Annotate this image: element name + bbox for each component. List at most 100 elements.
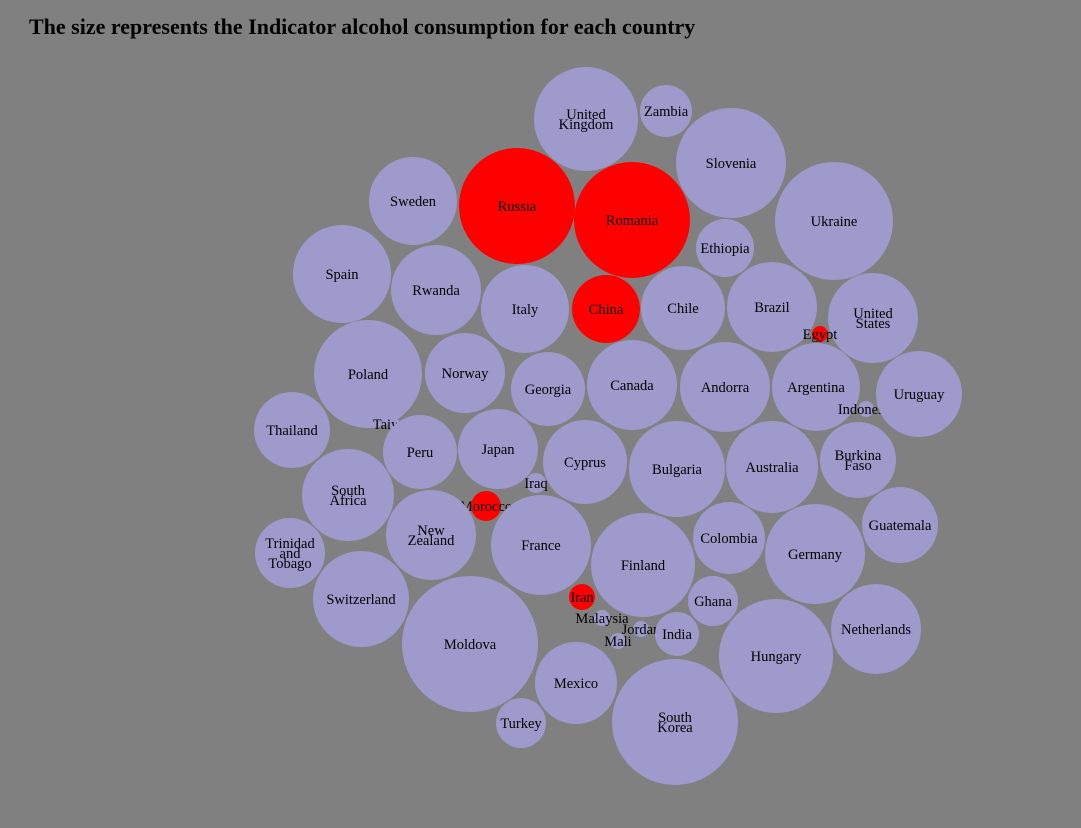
bubble-india[interactable]: India bbox=[655, 612, 699, 656]
bubble-japan[interactable]: Japan bbox=[458, 409, 538, 489]
bubble-circle-sweden[interactable] bbox=[369, 157, 457, 245]
bubble-spain[interactable]: Spain bbox=[293, 225, 391, 323]
bubble-circle-morocco[interactable] bbox=[471, 491, 501, 521]
bubble-circle-russia[interactable] bbox=[459, 148, 575, 264]
bubble-colombia[interactable]: Colombia bbox=[693, 502, 765, 574]
bubble-circle-moldova[interactable] bbox=[402, 576, 538, 712]
bubble-circle-netherlands[interactable] bbox=[831, 584, 921, 674]
bubble-circle-poland[interactable] bbox=[314, 320, 422, 428]
bubble-burkina-faso[interactable]: Burkina Faso bbox=[820, 422, 896, 498]
bubble-circle-burkina-faso[interactable] bbox=[820, 422, 896, 498]
bubble-circle-jordan[interactable] bbox=[633, 621, 649, 637]
bubble-circle-iraq[interactable] bbox=[526, 473, 546, 493]
bubble-germany[interactable]: Germany bbox=[765, 504, 865, 604]
bubble-circle-iran[interactable] bbox=[569, 584, 595, 610]
bubble-circle-italy[interactable] bbox=[481, 265, 569, 353]
bubble-circle-australia[interactable] bbox=[726, 421, 818, 513]
bubble-circle-uruguay[interactable] bbox=[876, 351, 962, 437]
bubble-italy[interactable]: Italy bbox=[481, 265, 569, 353]
bubble-circle-norway[interactable] bbox=[425, 333, 505, 413]
bubble-finland[interactable]: Finland bbox=[591, 513, 695, 617]
bubble-jordan[interactable]: Jordan bbox=[622, 621, 661, 638]
bubble-bulgaria[interactable]: Bulgaria bbox=[629, 421, 725, 517]
bubble-netherlands[interactable]: Netherlands bbox=[831, 584, 921, 674]
bubble-circle-mali[interactable] bbox=[610, 633, 626, 649]
bubble-rwanda[interactable]: Rwanda bbox=[391, 245, 481, 335]
bubble-ukraine[interactable]: Ukraine bbox=[775, 162, 893, 280]
bubble-brazil[interactable]: Brazil bbox=[727, 262, 817, 352]
bubble-iraq[interactable]: Iraq bbox=[524, 473, 548, 493]
bubble-ghana[interactable]: Ghana bbox=[688, 576, 738, 626]
bubble-circle-guatemala[interactable] bbox=[862, 487, 938, 563]
bubble-circle-trinidad-and-tobago[interactable] bbox=[255, 518, 325, 588]
bubble-circle-japan[interactable] bbox=[458, 409, 538, 489]
bubble-switzerland[interactable]: Switzerland bbox=[313, 551, 409, 647]
bubble-malaysia[interactable]: Malaysia bbox=[575, 610, 629, 627]
bubble-ethiopia[interactable]: Ethiopia bbox=[696, 219, 754, 277]
bubble-circle-south-korea[interactable] bbox=[612, 659, 738, 785]
bubble-andorra[interactable]: Andorra bbox=[680, 342, 770, 432]
bubble-russia[interactable]: Russia bbox=[459, 148, 575, 264]
bubble-circle-malaysia[interactable] bbox=[594, 610, 610, 626]
bubble-circle-indonesia[interactable] bbox=[858, 401, 874, 417]
bubble-circle-zambia[interactable] bbox=[640, 85, 692, 137]
bubble-canada[interactable]: Canada bbox=[587, 340, 677, 430]
bubble-circle-south-africa[interactable] bbox=[302, 449, 394, 541]
bubble-united-kingdom[interactable]: United Kingdom bbox=[534, 67, 638, 171]
bubble-iran[interactable]: Iran bbox=[569, 584, 595, 610]
bubble-circle-georgia[interactable] bbox=[511, 352, 585, 426]
bubble-circle-mexico[interactable] bbox=[535, 642, 617, 724]
bubble-circle-chile[interactable] bbox=[641, 266, 725, 350]
bubble-china[interactable]: China bbox=[572, 275, 640, 343]
bubble-circle-ethiopia[interactable] bbox=[696, 219, 754, 277]
bubble-circle-bulgaria[interactable] bbox=[629, 421, 725, 517]
bubble-circle-brazil[interactable] bbox=[727, 262, 817, 352]
bubble-circle-andorra[interactable] bbox=[680, 342, 770, 432]
bubble-circle-hungary[interactable] bbox=[719, 599, 833, 713]
bubble-circle-switzerland[interactable] bbox=[313, 551, 409, 647]
bubble-circle-spain[interactable] bbox=[293, 225, 391, 323]
bubble-circle-france[interactable] bbox=[491, 495, 591, 595]
bubble-circle-slovenia[interactable] bbox=[676, 108, 786, 218]
bubble-circle-egypt[interactable] bbox=[812, 326, 828, 342]
bubble-georgia[interactable]: Georgia bbox=[511, 352, 585, 426]
bubble-trinidad-and-tobago[interactable]: Trinidad and Tobago bbox=[255, 518, 325, 588]
bubble-peru[interactable]: Peru bbox=[383, 415, 457, 489]
bubble-circle-argentina[interactable] bbox=[772, 343, 860, 431]
bubble-circle-finland[interactable] bbox=[591, 513, 695, 617]
bubble-circle-germany[interactable] bbox=[765, 504, 865, 604]
bubble-circle-colombia[interactable] bbox=[693, 502, 765, 574]
bubble-circle-turkey[interactable] bbox=[496, 698, 546, 748]
bubble-chile[interactable]: Chile bbox=[641, 266, 725, 350]
bubble-south-korea[interactable]: South Korea bbox=[612, 659, 738, 785]
bubble-new-zealand[interactable]: New Zealand bbox=[386, 490, 476, 580]
bubble-circle-india[interactable] bbox=[655, 612, 699, 656]
bubble-circle-rwanda[interactable] bbox=[391, 245, 481, 335]
bubble-poland[interactable]: Poland bbox=[314, 320, 422, 428]
bubble-egypt[interactable]: Egypt bbox=[803, 326, 838, 343]
bubble-australia[interactable]: Australia bbox=[726, 421, 818, 513]
bubble-circle-thailand[interactable] bbox=[254, 392, 330, 468]
bubble-circle-canada[interactable] bbox=[587, 340, 677, 430]
bubble-south-africa[interactable]: South Africa bbox=[302, 449, 394, 541]
bubble-circle-united-states[interactable] bbox=[828, 273, 918, 363]
bubble-circle-china[interactable] bbox=[572, 275, 640, 343]
bubble-moldova[interactable]: Moldova bbox=[402, 576, 538, 712]
bubble-norway[interactable]: Norway bbox=[425, 333, 505, 413]
bubble-uruguay[interactable]: Uruguay bbox=[876, 351, 962, 437]
bubble-slovenia[interactable]: Slovenia bbox=[676, 108, 786, 218]
bubble-hungary[interactable]: Hungary bbox=[719, 599, 833, 713]
bubble-circle-romania[interactable] bbox=[574, 162, 690, 278]
bubble-sweden[interactable]: Sweden bbox=[369, 157, 457, 245]
bubble-guatemala[interactable]: Guatemala bbox=[862, 487, 938, 563]
bubble-zambia[interactable]: Zambia bbox=[640, 85, 692, 137]
bubble-circle-cyprus[interactable] bbox=[543, 420, 627, 504]
bubble-mali[interactable]: Mali bbox=[604, 633, 632, 650]
bubble-turkey[interactable]: Turkey bbox=[496, 698, 546, 748]
bubble-mexico[interactable]: Mexico bbox=[535, 642, 617, 724]
bubble-united-states[interactable]: United States bbox=[828, 273, 918, 363]
bubble-thailand[interactable]: Thailand bbox=[254, 392, 330, 468]
bubble-cyprus[interactable]: Cyprus bbox=[543, 420, 627, 504]
bubble-morocco[interactable]: Morocco bbox=[460, 491, 512, 521]
bubble-circle-united-kingdom[interactable] bbox=[534, 67, 638, 171]
